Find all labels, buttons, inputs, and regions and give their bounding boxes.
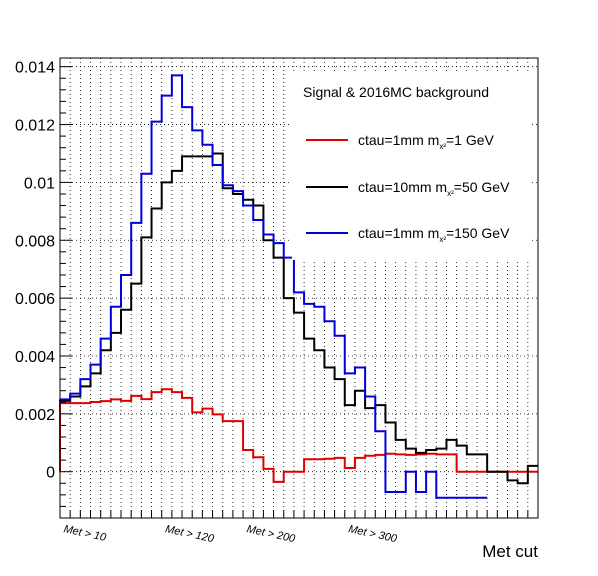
y-tick-label: 0.01 [24,175,55,192]
series-step-line [59,152,538,485]
y-tick-label: 0.012 [15,118,55,135]
series-layer [59,74,538,499]
y-tick-label: 0.008 [15,233,55,250]
x-axis-title: Met cut [482,542,538,561]
y-tick-label: 0.004 [15,349,55,366]
legend-label-0: ctau=1mm mx²=1 GeV [358,132,495,151]
legend: Signal & 2016MC background ctau=1mm mx²=… [292,72,532,260]
series-1 [59,152,538,485]
legend-title: Signal & 2016MC background [303,84,489,100]
series-step-line [60,74,488,499]
legend-box [292,72,532,260]
plot-frame [59,57,539,519]
legend-label-2: ctau=1mm mx²=150 GeV [358,225,510,244]
legend-label-1: ctau=10mm mx²=50 GeV [358,179,510,198]
series-0 [59,388,538,483]
y-tick-label: 0.002 [15,407,55,424]
y-tick-label: 0.014 [15,60,55,77]
y-tick-label: 0 [46,465,55,482]
y-tick-label: 0.006 [15,291,55,308]
series-2 [60,74,488,499]
series-step-line [59,388,538,483]
